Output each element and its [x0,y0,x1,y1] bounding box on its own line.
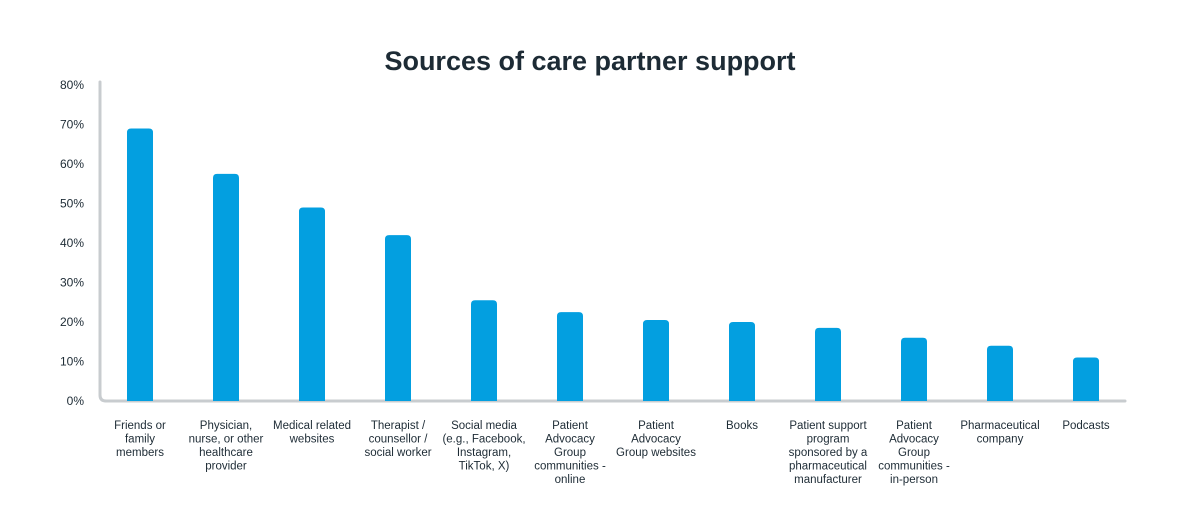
x-category-label-line: Medical related [273,420,351,432]
bar [299,207,325,401]
x-category-label-line: nurse, or other [189,434,264,446]
x-category-label-line: company [977,434,1024,446]
bar [557,312,583,401]
x-category-label-line: in-person [890,474,938,486]
x-category-label: Patient Advocacy Group communities -in-pers… [878,420,950,486]
x-category-label-line: provider [205,461,247,473]
x-category-label-line: Friends or [114,420,166,432]
x-category-label-line: Patient [552,420,589,432]
x-category-label: Friends or family members [114,420,166,459]
bar [815,327,841,401]
x-category-label-line: online [555,474,586,486]
y-tick-label: 50% [60,197,84,211]
x-category-label-line: Books [726,420,758,432]
y-tick-label: 30% [60,276,84,290]
x-category-label-line: Group [554,447,586,459]
x-category-label-line: family [125,434,155,446]
x-category-label: Therapist / counsellor / social worker [364,420,431,459]
bar [385,235,411,401]
x-category-label: Social media (e.g., Facebook, Instagram, Ti… [442,420,525,473]
x-category-label-line: Patient support [789,420,867,432]
y-tick-label: 10% [60,355,84,369]
x-category-label-line: Therapist / [371,420,426,432]
y-tick-label: 20% [60,315,84,329]
bar [127,128,153,401]
chart-title: Sources of care partner support [384,46,796,76]
y-tick-label: 60% [60,157,84,171]
y-tick-label: 80% [60,78,84,92]
y-tick-label: 40% [60,236,84,250]
x-category-label: Physician, nurse, or other healthcare provi… [189,420,264,473]
x-category-label-line: communities - [878,461,950,473]
x-category-label-line: Patient [638,420,675,432]
y-tick-label: 70% [60,118,84,132]
x-category-label-line: Physician, [200,420,252,432]
x-category-label: Patient Advocacy Group websites [616,420,696,459]
x-category-label: Books [726,420,758,432]
x-category-label-line: Advocacy [545,434,595,446]
x-category-label-line: counsellor / [369,434,429,446]
x-category-label-line: communities - [534,461,606,473]
x-category-label-line: websites [289,434,335,446]
y-tick-label: 0% [67,394,85,408]
x-category-label-line: program [807,434,850,446]
bar [1073,357,1099,401]
x-category-label: Podcasts [1062,420,1110,432]
x-category-label-line: Advocacy [631,434,681,446]
x-category-label-line: healthcare [199,447,253,459]
x-category-label: Patient Advocacy Group communities -online [534,420,606,486]
bar [471,300,497,401]
x-category-label-line: Podcasts [1062,420,1110,432]
x-category-label-line: TikTok, X) [459,461,510,473]
bar [643,320,669,401]
x-category-label-line: Advocacy [889,434,939,446]
x-category-label-line: Instagram, [457,447,511,459]
bar [213,173,239,401]
x-category-label-line: Group [898,447,930,459]
x-category-label-line: manufacturer [794,474,862,486]
x-category-label-line: members [116,447,164,459]
x-category-label: Pharmaceutical company [960,420,1039,446]
bar [987,345,1013,401]
x-category-label: Medical related websites [273,420,351,446]
x-category-label-line: Pharmaceutical [960,420,1039,432]
bar [901,337,927,401]
x-category-label: Patient support program sponsored by a phar… [789,420,868,486]
x-category-label-line: (e.g., Facebook, [442,434,525,446]
y-axis-line [98,80,108,403]
x-category-label-line: Group websites [616,447,696,459]
bar [729,322,755,401]
x-category-label-line: social worker [364,447,431,459]
x-category-label-line: sponsored by a [789,447,868,459]
x-category-label-line: Social media [451,420,517,432]
x-category-label-line: Patient [896,420,933,432]
x-category-label-line: pharmaceutical [789,461,867,473]
